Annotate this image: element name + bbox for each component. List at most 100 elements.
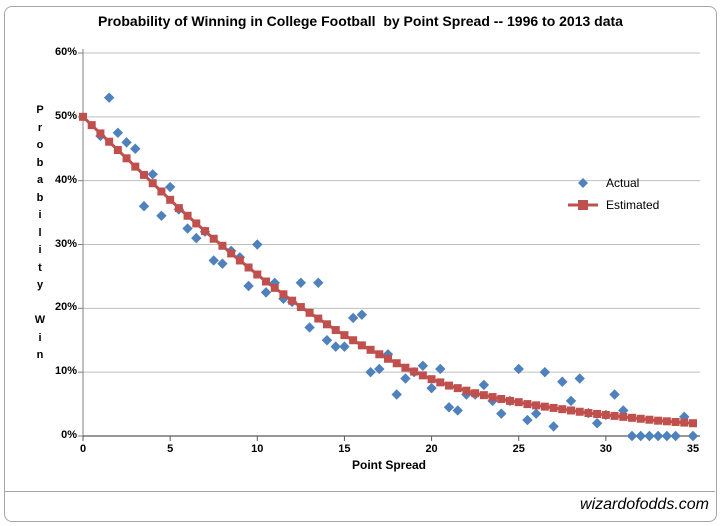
estimated-point: [305, 308, 314, 317]
actual-point: [565, 395, 577, 407]
estimated-point: [192, 219, 201, 228]
estimated-point: [270, 283, 279, 292]
y-tick-label: 40%: [54, 173, 77, 186]
actual-point: [496, 408, 507, 419]
estimated-point: [244, 263, 253, 272]
estimated-point: [323, 320, 331, 329]
actual-point: [365, 366, 376, 378]
watermark-text: wizardofodds.com: [580, 496, 709, 513]
estimated-point: [523, 400, 532, 409]
x-axis-title: Point Spread: [351, 458, 426, 472]
estimated-point: [689, 419, 697, 428]
estimated-point: [662, 417, 671, 426]
actual-point: [147, 169, 158, 180]
legend: Actual Estimated: [568, 172, 678, 216]
estimated-point: [671, 417, 680, 426]
actual-point: [443, 402, 455, 413]
actual-point: [661, 430, 673, 442]
estimated-point: [218, 241, 227, 250]
estimated-point: [87, 121, 96, 130]
actual-point: [130, 143, 141, 154]
estimated-point: [619, 412, 628, 421]
actual-point: [191, 232, 202, 244]
actual-point: [182, 223, 193, 234]
legend-estimated-label: Estimated: [606, 198, 660, 212]
actual-point: [321, 335, 333, 346]
estimated-point: [514, 398, 523, 407]
legend-actual-marker-icon: [578, 178, 588, 188]
actual-point: [679, 411, 690, 423]
estimated-point: [131, 162, 140, 171]
estimated-point: [183, 211, 192, 220]
estimated-point: [174, 204, 183, 213]
actual-point: [652, 430, 664, 442]
estimated-point: [157, 187, 166, 196]
estimated-point: [201, 227, 209, 236]
y-axis-title: P r o b a b i l i t y W i n: [34, 104, 46, 361]
actual-point: [591, 418, 603, 429]
actual-point: [557, 376, 568, 387]
actual-point: [313, 277, 324, 288]
actual-point: [635, 430, 646, 442]
x-tick-label: 5: [167, 443, 174, 455]
estimated-point: [680, 418, 689, 427]
actual-point: [347, 312, 359, 324]
actual-point: [339, 341, 350, 352]
actual-point: [156, 210, 167, 221]
estimated-point: [166, 195, 175, 204]
actual-point: [426, 382, 437, 394]
actual-point: [574, 373, 585, 384]
estimated-point: [645, 415, 654, 424]
estimated-point: [401, 363, 410, 372]
estimated-point: [575, 407, 584, 416]
x-tick-label: 25: [512, 443, 525, 455]
actual-point: [618, 405, 629, 416]
estimated-point: [209, 234, 218, 243]
estimated-point: [113, 146, 122, 155]
actual-point: [513, 363, 524, 375]
actual-point: [295, 277, 307, 288]
estimated-point: [558, 405, 567, 414]
estimated-point: [96, 129, 105, 138]
estimated-point: [601, 410, 610, 419]
actual-point: [452, 405, 463, 416]
actual-point: [164, 181, 176, 193]
estimated-point: [349, 336, 358, 345]
x-tick-label: 0: [79, 443, 87, 455]
actual-point: [417, 360, 429, 371]
actual-point: [548, 421, 559, 432]
estimated-point: [296, 303, 305, 312]
estimated-point: [357, 341, 366, 350]
estimated-point: [610, 411, 619, 420]
estimated-point: [140, 170, 148, 179]
actual-point: [670, 430, 681, 442]
estimated-point: [235, 256, 244, 265]
actual-point: [330, 341, 341, 352]
y-tick-label: 50%: [54, 109, 77, 122]
estimated-point: [227, 249, 236, 258]
estimated-point: [471, 389, 480, 398]
estimated-point: [506, 396, 514, 405]
actual-point: [609, 389, 620, 400]
estimated-point: [253, 270, 262, 279]
estimated-point: [79, 112, 87, 121]
actual-point: [539, 366, 551, 378]
x-tick-label: 30: [599, 443, 612, 455]
estimated-point: [549, 403, 558, 412]
estimated-point: [384, 354, 392, 363]
estimated-point: [375, 350, 384, 359]
y-tick-label: 30%: [54, 237, 77, 250]
legend-entry-actual: Actual: [568, 172, 678, 194]
legend-entry-estimated: Estimated: [568, 194, 678, 216]
actual-point: [435, 363, 446, 375]
actual-point: [217, 258, 228, 269]
actual-point: [391, 389, 402, 400]
y-tick-label: 10%: [54, 365, 77, 378]
x-tick-label: 20: [425, 443, 438, 455]
actual-point: [304, 322, 315, 333]
y-tick-label: 20%: [54, 301, 77, 314]
estimated-point: [288, 296, 297, 305]
estimated-point: [567, 406, 575, 415]
estimated-point: [453, 384, 462, 393]
